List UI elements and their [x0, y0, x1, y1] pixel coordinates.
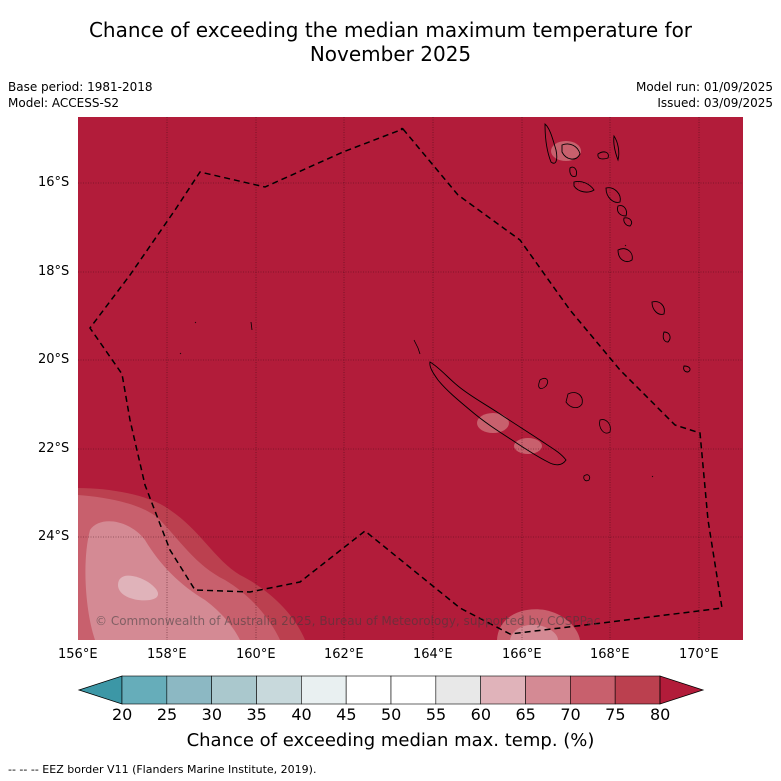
loyalty-island-1 [538, 378, 548, 389]
colorbar-segment [166, 675, 212, 705]
colorbar-segment [435, 675, 481, 705]
lon-label-156e: 156°E [58, 647, 98, 662]
lon-label-170e: 170°E [679, 647, 719, 662]
colorbar-segment [390, 675, 437, 705]
map-title: Chance of exceeding the median maximum t… [0, 18, 781, 66]
small-islands [179, 244, 654, 478]
contour-55-60 [118, 575, 159, 601]
lat-label-20s: 20°S [38, 352, 70, 367]
model-name: Model: ACCESS-S2 [8, 96, 120, 110]
colorbar-tick-label: 70 [560, 705, 581, 724]
lat-label-24s: 24°S [38, 529, 70, 544]
title-line-2: November 2025 [309, 42, 472, 66]
loyalty-island-2 [565, 392, 583, 408]
lon-label-162e: 162°E [324, 647, 364, 662]
contour-patch-nc-2 [514, 438, 542, 454]
colorbar-segment [525, 675, 571, 705]
contour-60-65 [85, 521, 240, 640]
colorbar-segment [211, 675, 257, 705]
colorbar-segment [256, 675, 302, 705]
colorbar-tick-label: 60 [470, 705, 492, 724]
lat-label-16s: 16°S [38, 175, 70, 190]
colorbar-tick-label: 75 [605, 705, 626, 724]
colorbar [77, 675, 705, 705]
lon-label-160e: 160°E [236, 647, 276, 662]
colorbar-tick-label: 45 [336, 705, 357, 724]
lon-label-158e: 158°E [147, 647, 187, 662]
new-caledonia-coastline [429, 361, 567, 466]
colorbar-tick-label: 50 [381, 705, 402, 724]
lon-label-164e: 164°E [413, 647, 453, 662]
eez-border [89, 128, 723, 635]
isle-of-pines [583, 474, 591, 482]
meta-left: Base period: 1981-2018 Model: ACCESS-S2 [8, 79, 153, 111]
belep-islands [413, 339, 421, 355]
colorbar-label: Chance of exceeding median max. temp. (%… [186, 730, 595, 751]
lat-label-22s: 22°S [38, 441, 70, 456]
issued-date: Issued: 03/09/2025 [657, 96, 773, 110]
colorbar-segment [345, 675, 392, 705]
loyalty-island-3 [599, 419, 611, 434]
eez-footnote: -- -- -- EEZ border V11 (Flanders Marine… [8, 763, 317, 776]
colorbar-extend-high [659, 675, 705, 705]
colorbar-segment [480, 675, 526, 705]
colorbar-tick-label: 20 [112, 705, 133, 724]
colorbar-tick-label: 25 [156, 705, 178, 724]
title-line-1: Chance of exceeding the median maximum t… [88, 18, 693, 42]
colorbar-tick-label: 80 [650, 705, 671, 724]
contour-patch-nc-1 [477, 413, 509, 433]
colorbar-extend-low [77, 675, 123, 705]
eez-vertex-marker [400, 127, 404, 131]
contour-patch-bottom-right-inner [510, 624, 558, 640]
gridlines [78, 117, 743, 640]
colorbar-tick-label: 30 [201, 705, 223, 724]
colorbar-segment [614, 675, 661, 705]
colorbar-tick-label: 65 [515, 705, 536, 724]
colorbar-segment [301, 675, 347, 705]
model-run: Model run: 01/09/2025 [635, 80, 773, 94]
colorbar-tick-label: 55 [425, 705, 447, 724]
lon-label-166e: 166°E [502, 647, 542, 662]
copyright-watermark: © Commonwealth of Australia 2025, Bureau… [95, 614, 601, 628]
colorbar-tick-label: 35 [246, 705, 267, 724]
meta-right: Model run: 01/09/2025 Issued: 03/09/2025 [636, 79, 773, 111]
lon-label-168e: 168°E [590, 647, 630, 662]
colorbar-tick-label: 40 [291, 705, 312, 724]
lat-label-18s: 18°S [38, 264, 70, 279]
base-period: Base period: 1981-2018 [8, 80, 153, 94]
colorbar-segment [570, 675, 616, 705]
colorbar-segment [121, 675, 168, 705]
vanuatu-coastline [544, 123, 691, 373]
